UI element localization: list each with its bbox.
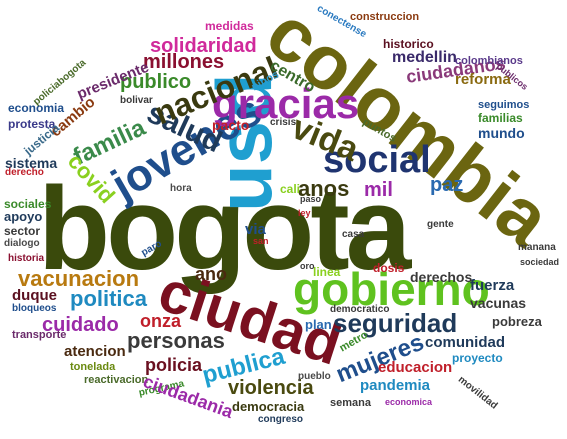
word-hora: hora: [170, 183, 192, 194]
word-comunidad: comunidad: [425, 334, 506, 351]
word-tonelada: tonelada: [70, 361, 116, 373]
word-crisis: crisis: [270, 117, 297, 128]
word-social: social: [323, 139, 431, 181]
word-mundo: mundo: [478, 125, 525, 141]
word-millones: millones: [143, 51, 225, 73]
word-plan: plan: [305, 317, 332, 332]
word-anos: anos: [298, 176, 350, 201]
word-pacto: pacto: [212, 117, 250, 133]
word-fuerza: fuerza: [470, 277, 515, 294]
word-educacion: educacion: [378, 359, 453, 376]
word-sector: sector: [4, 224, 41, 238]
word-construccion: construccion: [350, 11, 420, 23]
word-pandemia: pandemia: [360, 377, 431, 394]
word-apoyo: apoyo: [4, 209, 43, 224]
word-economica: economica: [385, 397, 433, 407]
word-onza: onza: [140, 311, 182, 331]
word-linea: linea: [313, 265, 341, 279]
word-ano: ano: [195, 264, 228, 284]
word-dialogo: dialogo: [4, 238, 40, 249]
word-cuidado: cuidado: [42, 314, 119, 336]
word-solidaridad: solidaridad: [150, 35, 257, 57]
word-movilidad: movilidad: [455, 374, 500, 412]
word-economia: economia: [8, 101, 65, 115]
word-democratico: democratico: [330, 304, 390, 315]
word-bloqueos: bloqueos: [12, 303, 57, 314]
word-gobierno: gobierno: [293, 263, 490, 315]
word-congreso: congreso: [258, 414, 304, 425]
word-sociedad: sociedad: [520, 257, 560, 267]
word-san: san: [253, 236, 269, 246]
word-historico: historico: [383, 37, 434, 51]
word-reforma: reforma: [455, 71, 511, 88]
word-casa: casa: [342, 229, 365, 240]
word-policia: policia: [145, 355, 203, 375]
word-semana: semana: [330, 397, 371, 409]
word-medellin: medellin: [392, 49, 457, 66]
word-gracias: gracias: [212, 80, 360, 127]
word-vacunacion: vacunacion: [18, 266, 140, 291]
word-paz: paz: [430, 174, 464, 196]
word-personas: personas: [127, 328, 225, 353]
word-medidas: medidas: [205, 19, 254, 33]
word-cali: cali: [280, 182, 301, 196]
word-historia: historia: [8, 253, 45, 264]
word-pueblo: pueblo: [298, 371, 331, 382]
word-democracia: democracia: [232, 399, 305, 414]
word-politica: politica: [70, 286, 148, 311]
word-sociales: sociales: [4, 197, 52, 211]
word-vacunas: vacunas: [470, 295, 527, 311]
word-mil: mil: [364, 179, 393, 201]
word-sistema: sistema: [5, 155, 58, 171]
word-derecho: derecho: [5, 167, 44, 178]
word-proyecto: proyecto: [452, 351, 503, 365]
word-dosis: dosis: [373, 261, 405, 275]
word-transporte: transporte: [12, 329, 67, 341]
word-publico: publico: [120, 71, 192, 93]
word-derechos: derechos: [410, 269, 473, 285]
word-bolivar: bolivar: [120, 95, 153, 106]
word-seguimos: seguimos: [478, 99, 530, 111]
word-familias: familias: [478, 111, 523, 125]
word-violencia: violencia: [228, 377, 314, 399]
word-via: via: [245, 221, 266, 238]
word-pobreza: pobreza: [492, 314, 542, 329]
word-manana: manana: [518, 242, 556, 253]
word-bogota: bogota: [38, 163, 411, 295]
word-gente: gente: [427, 219, 454, 230]
word-atencion: atencion: [64, 343, 126, 360]
word-protesta: protesta: [8, 117, 56, 131]
word-oro: oro: [300, 261, 315, 271]
word-reactivacion: reactivacion: [84, 374, 149, 386]
word-duque: duque: [12, 287, 57, 304]
word-paso: paso: [300, 194, 322, 204]
word-ley: ley: [298, 208, 311, 218]
word-seguridad: seguridad: [333, 308, 458, 338]
word-colombianos: colombianos: [455, 55, 523, 67]
